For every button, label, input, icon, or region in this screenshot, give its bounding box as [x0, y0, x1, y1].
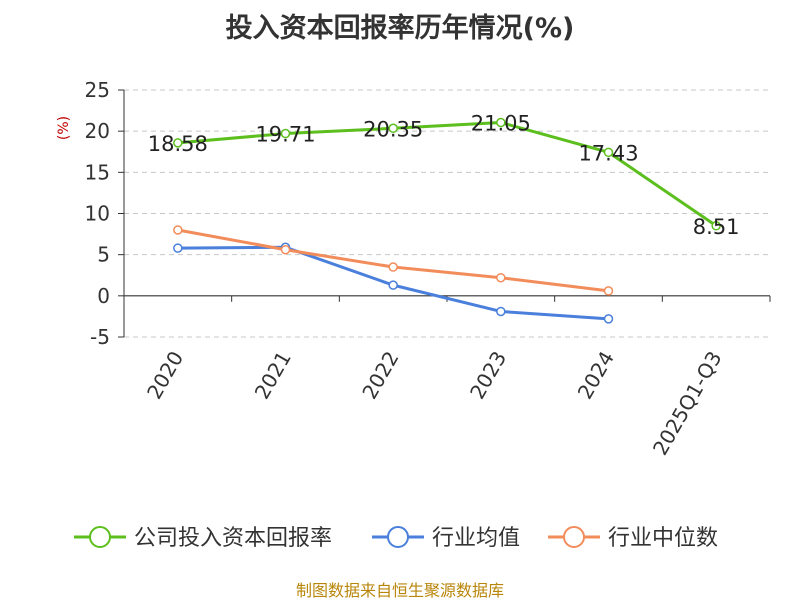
data-point [280, 128, 291, 139]
data-label: 21.05 [471, 112, 531, 136]
data-label: 19.71 [255, 123, 315, 147]
data-label: 17.43 [578, 141, 638, 165]
legend-entry[interactable]: 行业均值 [432, 526, 520, 551]
data-label: 18.58 [148, 132, 208, 156]
data-point [388, 280, 398, 290]
data-point [173, 243, 183, 253]
legend-swatch-marker [387, 526, 409, 548]
data-point [603, 147, 614, 158]
data-point [603, 286, 614, 296]
data-point [603, 314, 614, 324]
data-labels: 18.58 19.71 20.35 21.05 17.43 8.51 [148, 112, 740, 239]
x-tick-label: 2020 [142, 347, 188, 403]
y-tick-label: -5 [90, 325, 110, 349]
data-point [496, 306, 506, 317]
y-axis-label: (%) [56, 116, 72, 140]
data-point [496, 117, 506, 128]
data-point [280, 244, 291, 255]
data-point [711, 221, 721, 231]
y-tick-label: 15 [85, 160, 110, 184]
legend-swatch-marker [89, 526, 111, 548]
y-tick-label: 20 [85, 119, 110, 143]
x-tick-label: 2025Q1-Q3 [648, 347, 727, 459]
legend: 公司投入资本回报率 行业均值 行业中位数 [74, 526, 718, 551]
data-point [173, 225, 183, 235]
legend-entry[interactable]: 行业中位数 [608, 526, 718, 551]
axes [118, 89, 771, 338]
series-lines [173, 117, 721, 324]
data-point [173, 138, 183, 148]
y-tick-label: 5 [97, 243, 110, 267]
source-note: 制图数据来自恒生聚源数据库 [295, 581, 504, 600]
series-line [177, 121, 718, 228]
x-tick-labels: 2020 2021 2022 2023 2024 2025Q1-Q3 [142, 347, 727, 459]
data-point [496, 272, 506, 283]
legend-swatch-marker [563, 526, 585, 548]
y-tick-label: 0 [97, 284, 110, 308]
data-point [388, 123, 398, 134]
x-tick-label: 2024 [573, 347, 619, 403]
y-tick-labels: -5 0 5 10 15 20 25 [85, 78, 110, 349]
x-tick-label: 2021 [250, 347, 296, 403]
legend-entry[interactable]: 公司投入资本回报率 [134, 526, 332, 551]
data-point [388, 262, 398, 272]
chart-title: 投入资本回报率历年情况(%) [225, 13, 575, 44]
data-label: 20.35 [363, 117, 423, 141]
x-tick-label: 2023 [465, 347, 511, 403]
data-label: 8.51 [693, 215, 740, 239]
y-tick-label: 10 [85, 202, 110, 226]
x-tick-label: 2022 [357, 347, 403, 403]
y-tick-label: 25 [85, 78, 110, 102]
